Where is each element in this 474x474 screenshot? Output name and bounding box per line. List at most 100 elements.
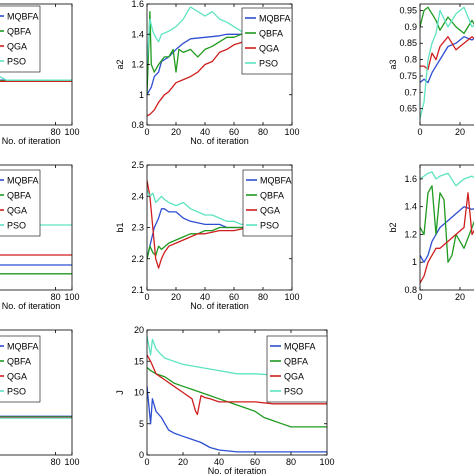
y-tick-label: 1.6 (404, 174, 417, 184)
series-line-mqbfa (147, 33, 292, 96)
x-tick-label: 80 (51, 457, 61, 467)
x-axis-label: No. of iteration (2, 136, 61, 146)
x-tick-label: 20 (171, 292, 181, 302)
axes-frame (0, 3, 73, 126)
y-tick-label: 2.4 (131, 191, 144, 201)
x-tick-label: 60 (229, 292, 239, 302)
axes-frame (0, 164, 73, 291)
y-tick-label: 1 (139, 90, 144, 100)
y-tick-label: 1.2 (131, 60, 144, 70)
x-axis-label: No. of iteration (190, 136, 249, 146)
series-line-pso (147, 189, 292, 229)
y-axis-label: a2 (115, 59, 125, 69)
y-tick-label: 0.9 (404, 22, 417, 32)
x-tick-label: 40 (200, 292, 210, 302)
y-tick-label: 0.8 (404, 55, 417, 65)
x-tick-label: 0 (144, 457, 149, 467)
legend-label-mqbfa: MQBFA (7, 12, 39, 22)
legend-label-mqbfa: MQBFA (7, 342, 39, 352)
legend-label-qbfa: QBFA (7, 27, 31, 37)
legend-label-qga: QGA (7, 42, 27, 52)
chart-panel-2: 0 20 0.65 0.7 0.75 0.8 0.85 0.9 0.95 a3 (388, 3, 474, 137)
legend-label-qga: QGA (260, 206, 280, 216)
legend-label-qbfa: QBFA (260, 191, 284, 201)
legend-label-pso: PSO (7, 387, 26, 397)
x-axis-label: No. of iteration (2, 301, 61, 311)
y-tick-label: 15 (134, 356, 144, 366)
x-tick-label: 20 (171, 127, 181, 137)
y-tick-label: 0 (139, 450, 144, 460)
legend-label-qga: QGA (7, 206, 27, 216)
legend-label-qbfa: QBFA (284, 357, 308, 367)
legend-box (0, 335, 41, 403)
x-tick-label: 0 (144, 292, 149, 302)
y-tick-label: 20 (134, 325, 144, 335)
y-tick-label: 0.95 (399, 6, 417, 16)
x-tick-label: 80 (258, 127, 268, 137)
legend-label-pso: PSO (260, 221, 279, 231)
legend-label-pso: PSO (284, 387, 303, 397)
series-line-qbfa (420, 185, 474, 263)
legend-label-qbfa: QBFA (7, 191, 31, 201)
x-tick-label: 80 (286, 457, 296, 467)
y-axis-label: a3 (388, 59, 398, 69)
series-line-pso (0, 75, 72, 81)
legend: MQBFA QBFA QGA PSO (0, 5, 41, 73)
series-line-qbfa (420, 6, 474, 35)
legend: MQBFA QBFA QGA PSO (0, 335, 41, 403)
x-tick-label: 100 (319, 457, 334, 467)
x-tick-label: 100 (284, 127, 299, 137)
series-line-qbfa (147, 10, 292, 95)
x-tick-label: 40 (200, 127, 210, 137)
series-line-qga (147, 33, 292, 117)
x-tick-label: 40 (214, 457, 224, 467)
x-tick-label: 100 (64, 127, 79, 137)
series-line-qga (420, 36, 474, 71)
y-tick-label: 0.8 (131, 120, 144, 130)
x-tick-label: 0 (417, 292, 422, 302)
series-line-qga (147, 180, 292, 269)
chart-panel-6: 80 100 MQBFA QBFA QGA PSO (0, 329, 80, 467)
x-tick-label: 0 (417, 127, 422, 137)
legend-box (0, 169, 41, 237)
y-tick-label: 2.1 (131, 285, 144, 295)
series-line-qbfa (147, 367, 327, 428)
x-tick-label: 20 (455, 292, 465, 302)
series-line-pso (147, 6, 292, 65)
series-line-mqbfa (420, 206, 474, 263)
y-tick-label: 5 (139, 419, 144, 429)
series-line-qga (420, 192, 474, 284)
legend-box (0, 5, 41, 73)
legend-label-mqbfa: MQBFA (284, 342, 316, 352)
y-tick-label: 0.65 (399, 104, 417, 114)
x-tick-label: 100 (64, 292, 79, 302)
legend: MQBFA QBFA QGA PSO (241, 7, 293, 75)
y-tick-label: 1.4 (131, 29, 144, 39)
legend-label-mqbfa: MQBFA (259, 14, 291, 24)
legend-label-mqbfa: MQBFA (260, 176, 292, 186)
y-tick-label: 10 (134, 388, 144, 398)
x-tick-label: 80 (258, 292, 268, 302)
series-line-mqbfa (420, 36, 474, 84)
chart-panel-7: 0 20 40 60 80 100 0 5 10 15 20 No. of iteration J MQB… (115, 325, 335, 474)
y-tick-label: 1.6 (131, 0, 144, 9)
axes-frame (0, 329, 73, 456)
legend: MQBFA QBFA QGA PSO (266, 335, 328, 403)
x-tick-label: 60 (229, 127, 239, 137)
x-tick-label: 0 (144, 127, 149, 137)
x-axis-label: No. of iteration (190, 301, 249, 311)
y-tick-label: 1.2 (404, 229, 417, 239)
y-tick-label: 0.85 (399, 38, 417, 48)
legend-label-qga: QGA (7, 372, 27, 382)
series-line-qga (147, 354, 327, 416)
x-axis-label: No. of iteration (208, 466, 267, 474)
series-line-pso (420, 171, 474, 187)
legend-label-pso: PSO (7, 57, 26, 67)
x-tick-label: 60 (250, 457, 260, 467)
y-tick-label: 0.8 (404, 285, 417, 295)
legend-label-qga: QGA (259, 44, 279, 54)
y-axis-label: J (115, 390, 125, 395)
